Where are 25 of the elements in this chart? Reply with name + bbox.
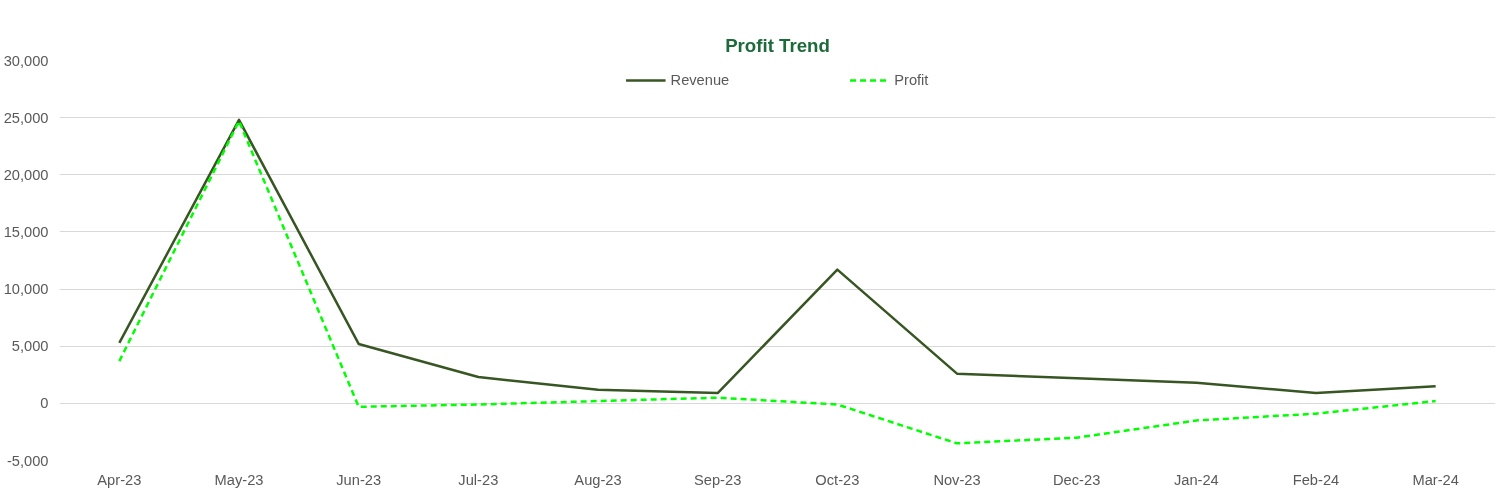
y-tick-label: 20,000	[3, 166, 49, 183]
y-tick-label: 15,000	[3, 223, 49, 240]
y-tick-label: 30,000	[3, 52, 49, 69]
x-tick-label: Apr-23	[97, 471, 142, 488]
x-tick-label: Sep-23	[694, 471, 742, 488]
line-series	[118, 119, 1437, 445]
x-tick-label: Mar-24	[1412, 471, 1459, 488]
x-tick-label: Oct-23	[815, 471, 860, 488]
x-tick-label: Nov-23	[933, 471, 981, 488]
x-tick-label: Aug-23	[574, 471, 622, 488]
legend-label: Revenue	[670, 72, 730, 88]
x-tick-label: Jun-23	[336, 471, 382, 488]
x-tick-label: Dec-23	[1053, 471, 1101, 488]
y-tick-label: 25,000	[3, 109, 49, 126]
x-tick-label: Jul-23	[458, 471, 499, 488]
chart-title: Profit Trend	[725, 34, 830, 56]
x-tick-label: Jan-24	[1173, 471, 1219, 488]
legend-label: Profit	[894, 72, 929, 88]
y-tick-label: 10,000	[3, 281, 49, 298]
x-tick-label: May-23	[214, 471, 264, 488]
x-tick-label: Feb-24	[1292, 471, 1340, 488]
y-tick-label: 5,000	[11, 338, 49, 355]
y-tick-label: 0	[40, 395, 49, 412]
y-tick-label: -5,000	[6, 452, 49, 469]
line-series	[118, 118, 1437, 395]
